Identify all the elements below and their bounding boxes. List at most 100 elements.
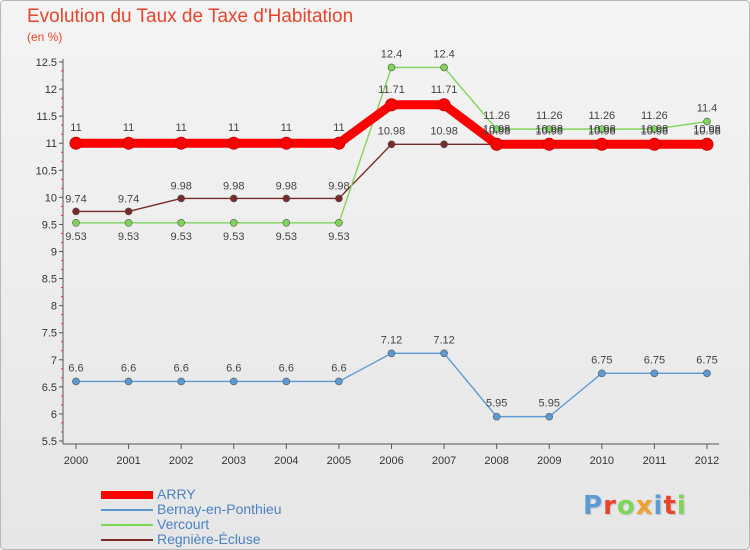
data-point-regniere-ecluse xyxy=(72,207,80,216)
data-label-arry: 11 xyxy=(175,122,186,134)
data-point-vercourt xyxy=(703,117,711,126)
data-label-vercourt: 11.4 xyxy=(697,103,718,115)
data-point-regniere-ecluse xyxy=(387,140,396,149)
legend: ARRY Bernay-en-Ponthieu Vercourt Regnièr… xyxy=(101,487,282,547)
y-tick-label: 5.5 xyxy=(42,436,57,448)
x-tick-label: 2006 xyxy=(379,455,403,467)
data-point-regniere-ecluse xyxy=(124,207,133,216)
data-point-bernay-en-ponthieu xyxy=(335,377,343,386)
legend-item-arry: ARRY xyxy=(101,487,282,502)
data-label-bernay-en-ponthieu: 6.6 xyxy=(174,362,189,374)
legend-label-vercourt: Vercourt xyxy=(157,516,210,532)
data-point-vercourt xyxy=(124,219,133,227)
data-point-vercourt xyxy=(545,125,554,133)
data-point-arry xyxy=(437,98,451,112)
data-label-bernay-en-ponthieu: 7.12 xyxy=(381,334,402,346)
x-tick-label: 2001 xyxy=(116,455,140,467)
data-point-arry xyxy=(122,136,136,150)
data-point-vercourt xyxy=(335,219,343,227)
data-label-bernay-en-ponthieu: 6.6 xyxy=(226,362,241,374)
data-label-vercourt: 9.53 xyxy=(223,231,244,243)
data-label-vercourt: 9.53 xyxy=(65,231,86,243)
x-tick-label: 2010 xyxy=(590,455,614,467)
data-label-regniere-ecluse: 9.98 xyxy=(276,180,297,192)
data-label-regniere-ecluse: 10.98 xyxy=(588,125,616,137)
data-label-bernay-en-ponthieu: 5.95 xyxy=(486,398,507,410)
data-point-bernay-en-ponthieu xyxy=(387,349,396,358)
data-point-bernay-en-ponthieu xyxy=(124,377,133,386)
data-point-vercourt xyxy=(229,219,238,227)
y-tick-label: 10 xyxy=(45,192,57,204)
y-tick-label: 12 xyxy=(45,84,57,96)
data-point-arry xyxy=(227,136,241,150)
data-label-bernay-en-ponthieu: 6.75 xyxy=(644,354,665,366)
data-label-bernay-en-ponthieu: 6.75 xyxy=(591,354,612,366)
data-point-bernay-en-ponthieu xyxy=(545,412,554,421)
y-tick-label: 11.5 xyxy=(36,111,57,123)
data-point-arry xyxy=(385,98,398,112)
data-label-vercourt: 12.4 xyxy=(381,48,402,60)
data-label-bernay-en-ponthieu: 6.6 xyxy=(279,362,294,374)
data-point-vercourt xyxy=(177,219,185,227)
data-point-regniere-ecluse xyxy=(229,194,238,203)
series-line-regniere-ecluse xyxy=(75,143,708,213)
data-point-bernay-en-ponthieu xyxy=(229,377,238,386)
y-tick-label: 7.5 xyxy=(42,328,57,340)
data-label-arry: 10.98 xyxy=(588,123,616,135)
y-tick-label: 6.5 xyxy=(42,382,57,394)
data-label-regniere-ecluse: 10.98 xyxy=(378,125,406,137)
data-label-bernay-en-ponthieu: 5.95 xyxy=(539,398,560,410)
data-label-vercourt: 11.26 xyxy=(588,110,615,122)
y-tick-label: 7 xyxy=(51,355,57,367)
data-point-bernay-en-ponthieu xyxy=(440,349,448,358)
data-label-vercourt: 9.53 xyxy=(170,231,191,243)
data-label-regniere-ecluse: 9.98 xyxy=(328,180,349,192)
data-label-bernay-en-ponthieu: 6.75 xyxy=(696,354,717,366)
data-label-regniere-ecluse: 9.74 xyxy=(65,193,86,205)
data-point-vercourt xyxy=(650,125,659,133)
data-label-vercourt: 9.53 xyxy=(118,231,139,243)
data-point-vercourt xyxy=(282,219,291,227)
data-label-regniere-ecluse: 10.98 xyxy=(641,125,669,137)
data-label-arry: 11 xyxy=(123,122,134,134)
legend-item-bernay-en-ponthieu: Bernay-en-Ponthieu xyxy=(101,502,282,517)
data-point-arry xyxy=(542,137,556,151)
x-tick-label: 2008 xyxy=(484,455,508,467)
y-tick-label: 10.5 xyxy=(36,165,57,177)
y-tick-label: 8.5 xyxy=(42,274,57,286)
x-tick-label: 2012 xyxy=(695,455,719,467)
y-tick-label: 9 xyxy=(51,247,57,259)
data-label-arry: 11.71 xyxy=(431,84,458,96)
data-point-arry xyxy=(69,136,83,150)
chart-subtitle: (en %) xyxy=(27,30,63,44)
data-label-arry: 11 xyxy=(333,122,344,134)
data-point-arry xyxy=(174,136,188,150)
data-point-bernay-en-ponthieu xyxy=(282,377,291,386)
y-tick-label: 9.5 xyxy=(42,219,57,231)
legend-swatch-regniere-ecluse xyxy=(101,538,153,541)
data-point-bernay-en-ponthieu xyxy=(492,412,501,421)
x-tick-label: 2005 xyxy=(327,455,351,467)
y-tick-label: 11 xyxy=(46,138,57,150)
legend-item-regniere-ecluse: Regnière-Écluse xyxy=(101,532,282,547)
legend-label-bernay-en-ponthieu: Bernay-en-Ponthieu xyxy=(157,501,282,517)
data-label-bernay-en-ponthieu: 6.6 xyxy=(121,362,136,374)
x-tick-label: 2002 xyxy=(169,455,193,467)
line-chart: 5.5 6 6.5 7 7.5 8 8.5 9 9.5 10 10.5 11 11.5 12 12.5 200… xyxy=(36,48,721,467)
data-label-arry: 10.98 xyxy=(483,123,511,135)
y-tick-label: 8 xyxy=(51,301,57,313)
data-point-arry xyxy=(700,137,714,151)
data-label-arry: 10.98 xyxy=(641,123,669,135)
legend-label-regniere-ecluse: Regnière-Écluse xyxy=(157,531,261,547)
x-tick-label: 2000 xyxy=(64,455,88,467)
legend-label-arry: ARRY xyxy=(157,486,196,502)
data-label-regniere-ecluse: 9.98 xyxy=(223,180,244,192)
data-label-regniere-ecluse: 10.98 xyxy=(535,125,563,137)
legend-item-vercourt: Vercourt xyxy=(101,517,282,532)
data-point-vercourt xyxy=(387,63,396,72)
data-point-bernay-en-ponthieu xyxy=(177,377,185,386)
data-label-arry: 11.71 xyxy=(378,84,405,96)
data-point-bernay-en-ponthieu xyxy=(598,369,606,378)
chart-title: Evolution du Taux de Taxe d'Habitation xyxy=(27,6,354,27)
